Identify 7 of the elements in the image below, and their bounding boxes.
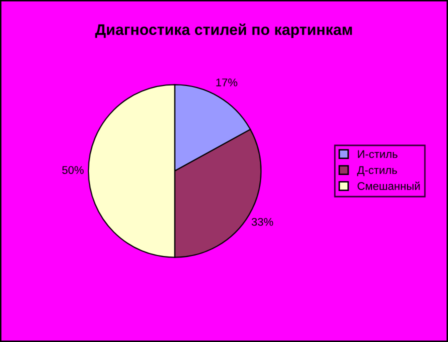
data-label: 33% [252,218,274,226]
chart-title: Диагностика стилей по картинкам [95,24,352,38]
legend-label: Д-стиль [357,166,397,176]
data-label: 17% [216,78,238,86]
legend-label: Смешанный [358,182,420,190]
data-label: 50% [62,166,84,174]
legend-label: И-стиль [358,150,398,158]
